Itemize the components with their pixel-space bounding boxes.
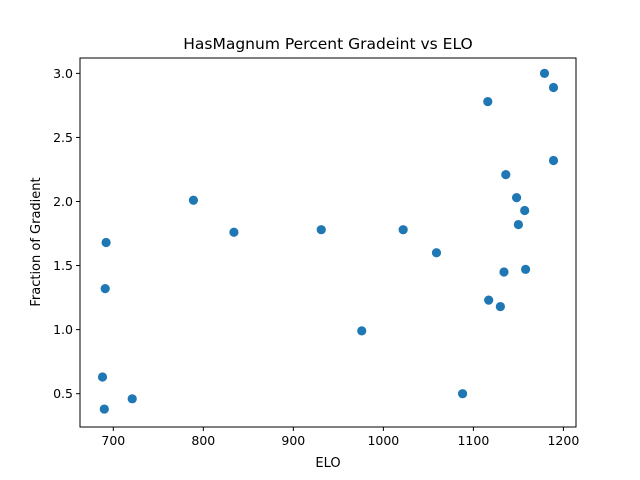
x-tick-label: 800: [191, 433, 215, 448]
data-point: [101, 237, 111, 248]
x-tick-label: 700: [101, 433, 125, 448]
data-point: [97, 372, 108, 382]
chart-title: HasMagnum Percent Gradeint vs ELO: [183, 35, 473, 53]
data-point: [457, 389, 468, 399]
y-axis-label: Fraction of Gradient: [29, 177, 44, 306]
data-point: [100, 284, 110, 294]
data-point: [188, 195, 199, 205]
data-point: [398, 225, 408, 235]
plot-area: [79, 57, 577, 428]
data-point: [99, 404, 109, 414]
x-tick-label: 900: [281, 433, 305, 448]
data-point: [495, 301, 505, 312]
data-point: [520, 205, 530, 216]
y-tick-label: 2.5: [53, 130, 73, 145]
data-point: [513, 219, 523, 230]
y-tick-label: 3.0: [53, 66, 73, 81]
data-point: [520, 264, 531, 275]
data-point: [229, 227, 239, 237]
data-point: [316, 225, 326, 235]
data-point: [548, 155, 559, 166]
data-point: [357, 326, 367, 336]
y-axis: 0.5 1.0 1.5 2.0 2.5 3.0: [53, 66, 80, 401]
x-tick-label: 1000: [367, 433, 399, 448]
data-point: [539, 68, 550, 78]
x-tick-label: 1200: [547, 433, 579, 448]
data-point: [484, 295, 494, 305]
data-point: [511, 193, 522, 203]
data-point: [499, 267, 509, 277]
y-tick-label: 0.5: [53, 386, 73, 401]
y-tick-label: 2.0: [53, 194, 73, 209]
y-tick-label: 1.0: [53, 322, 73, 337]
x-axis-label: ELO: [315, 456, 340, 471]
x-tick-label: 1100: [457, 433, 489, 448]
data-points: [97, 68, 559, 414]
x-axis: 700 800 900 1000 1100 1200: [101, 427, 579, 448]
data-point: [501, 169, 511, 180]
data-point: [483, 96, 493, 107]
data-point: [431, 248, 442, 258]
y-tick-label: 1.5: [53, 258, 73, 273]
data-point: [548, 82, 559, 93]
data-point: [127, 394, 137, 404]
